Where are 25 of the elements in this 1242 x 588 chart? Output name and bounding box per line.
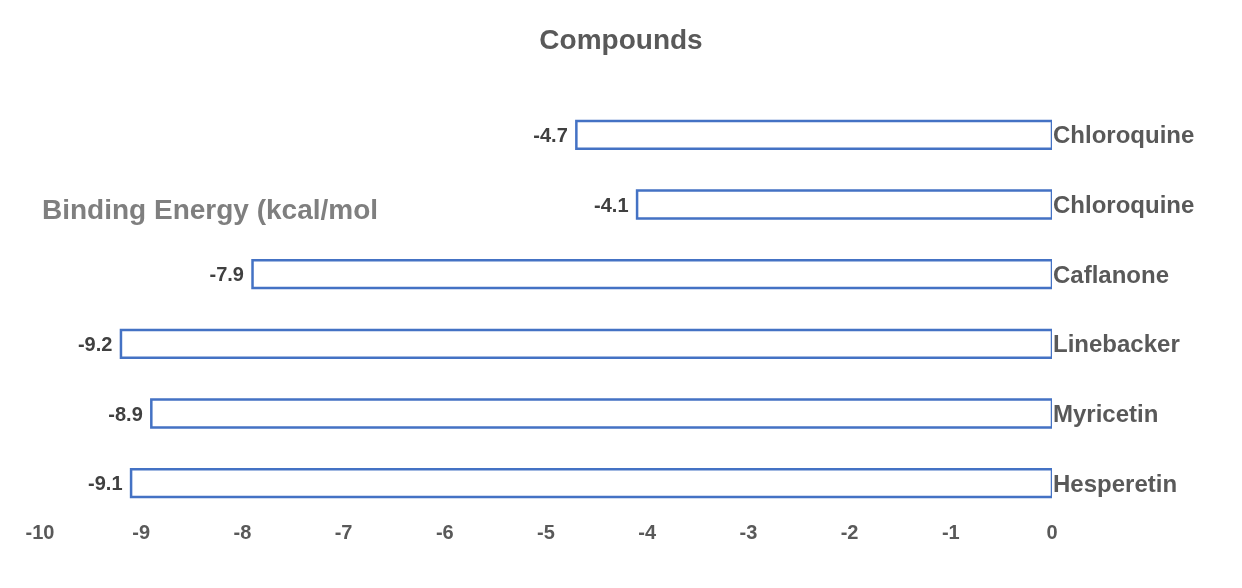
x-tick-label: -1 [941, 521, 960, 543]
x-tick-label: -5 [537, 521, 555, 543]
x-tick-label: -4 [638, 521, 657, 543]
y-tick-label: Hesperetin [1053, 469, 1178, 497]
data-label: -7.9 [209, 263, 244, 286]
y-tick-label: Caflanone [1053, 260, 1170, 288]
x-tick-label: -6 [435, 521, 454, 543]
x-tick-label: -7 [334, 521, 353, 543]
x-tick-label: -3 [739, 521, 758, 543]
y-tick-label: Myricetin [1053, 399, 1159, 427]
data-label: -4.7 [533, 123, 568, 146]
x-tick-label: -2 [840, 521, 859, 543]
y-tick-label: Chloroquine [1053, 121, 1195, 149]
data-label: -9.2 [77, 332, 113, 355]
chart-title: Compounds [539, 24, 703, 55]
data-label: -4.1 [594, 193, 629, 216]
data-label: -9.1 [88, 472, 123, 495]
annotation: Binding Energy (kcal/mol [42, 194, 379, 225]
y-tick-label: Linebacker [1053, 330, 1180, 358]
data-label: -8.9 [108, 402, 143, 425]
y-tick-label: Chloroquine [1053, 190, 1195, 218]
x-tick-label: -8 [233, 521, 252, 543]
x-tick-label: -10 [25, 521, 55, 543]
x-tick-label: 0 [1046, 521, 1058, 543]
x-tick-label: -9 [132, 521, 151, 543]
